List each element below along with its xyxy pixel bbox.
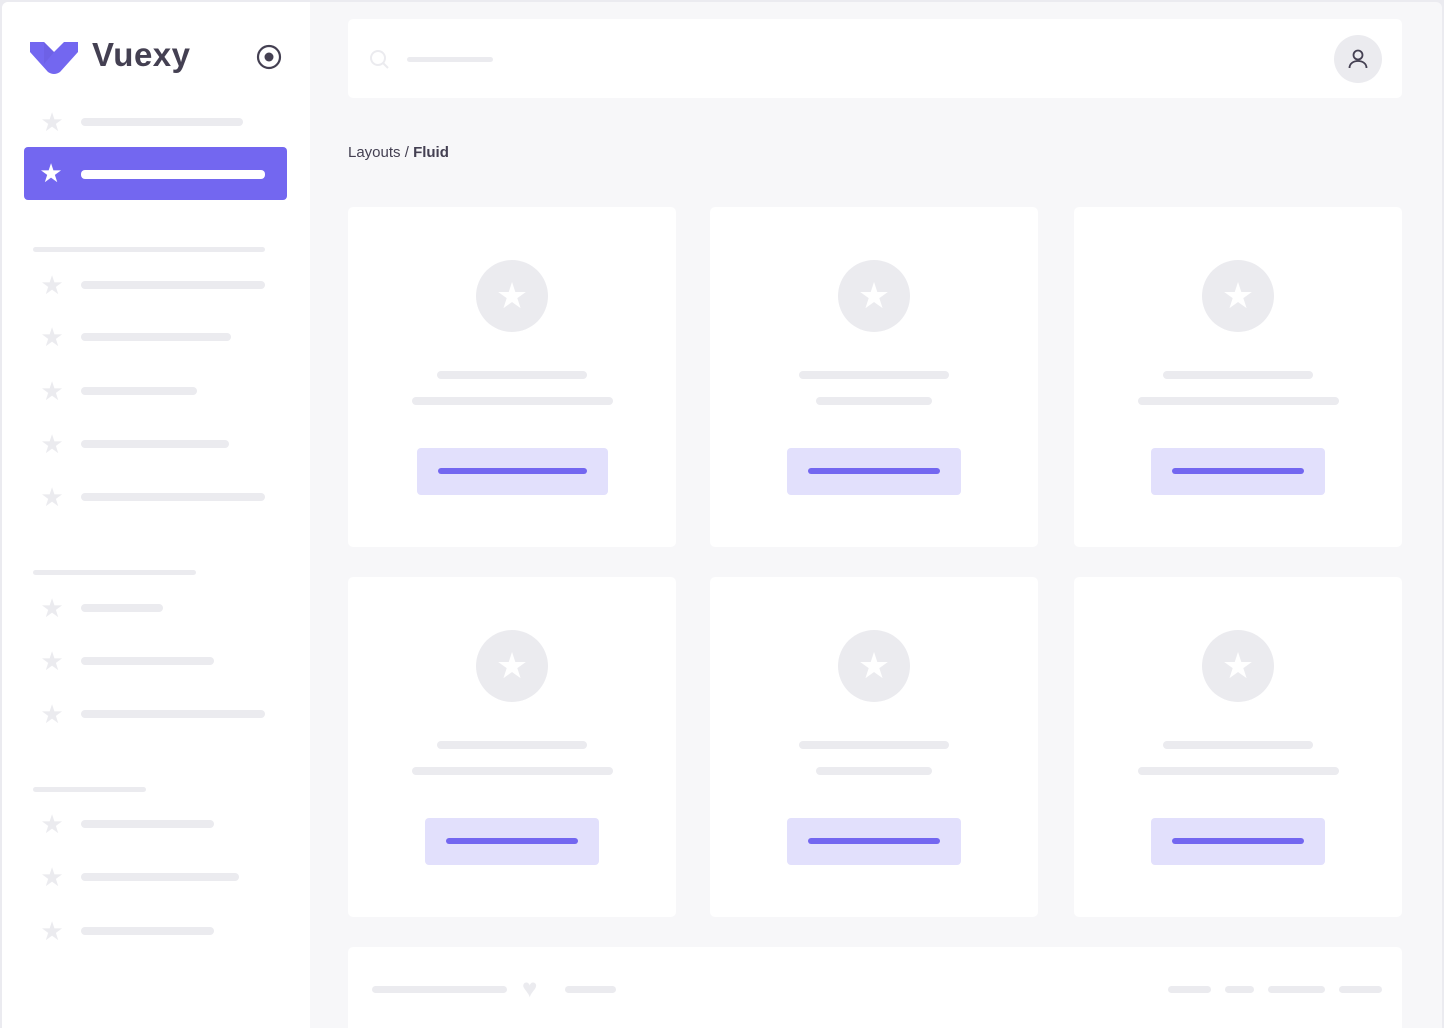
card-button[interactable] (1151, 448, 1325, 495)
star-icon: ★ (40, 699, 64, 729)
star-icon: ★ (40, 322, 64, 352)
star-icon: ★ (838, 260, 910, 332)
sidebar-item-label-placeholder (81, 281, 265, 289)
footer: ♥ (348, 947, 1402, 1028)
card-button-label-placeholder (808, 468, 940, 474)
star-icon: ★ (1202, 630, 1274, 702)
star-icon: ★ (476, 630, 548, 702)
breadcrumb-parent[interactable]: Layouts (348, 144, 401, 161)
star-icon: ★ (40, 646, 64, 676)
content-card: ★ (348, 207, 676, 547)
sidebar-item-label-placeholder (81, 493, 265, 501)
sidebar-item-label-placeholder (81, 387, 197, 395)
star-icon: ★ (40, 376, 64, 406)
content-card: ★ (1074, 207, 1402, 547)
sidebar-item-label-placeholder (81, 333, 231, 341)
card-button[interactable] (416, 448, 608, 495)
sidebar-item-label-placeholder (81, 118, 243, 126)
card-button-label-placeholder (808, 838, 940, 844)
vuexy-logo-icon (30, 42, 78, 74)
heart-icon: ♥ (522, 973, 538, 1003)
user-icon (1348, 49, 1368, 69)
star-icon: ★ (40, 916, 64, 946)
star-icon: ★ (40, 862, 64, 892)
star-icon: ★ (476, 260, 548, 332)
sidebar-item-label-placeholder (81, 873, 239, 881)
card-title-placeholder (437, 741, 587, 749)
content-card: ★ (710, 577, 1038, 917)
star-icon: ★ (40, 809, 64, 839)
card-text-placeholder (411, 767, 613, 775)
sidebar-item-active[interactable]: ★ (24, 147, 287, 200)
sidebar-section-header (33, 787, 146, 792)
card-text-placeholder (411, 397, 613, 405)
sidebar: Vuexy ★ ★ ★ ★ ★ ★ ★ ★ ★ ★ ★ ★ ★ (2, 2, 310, 1028)
user-avatar[interactable] (1334, 35, 1382, 83)
sidebar-section-header (33, 570, 196, 575)
card-button-label-placeholder (1172, 468, 1304, 474)
card-button-label-placeholder (446, 838, 578, 844)
star-icon: ★ (40, 107, 64, 137)
sidebar-item-label-placeholder (81, 657, 214, 665)
sidebar-item-label-placeholder (81, 820, 214, 828)
search-input-placeholder[interactable] (407, 57, 493, 62)
breadcrumb-separator: / (400, 144, 414, 161)
card-button[interactable] (1151, 818, 1325, 865)
brand-name: Vuexy (92, 36, 191, 73)
sidebar-item-label-placeholder (81, 604, 163, 612)
footer-link[interactable] (1339, 986, 1382, 993)
star-icon: ★ (40, 482, 64, 512)
star-icon: ★ (838, 630, 910, 702)
sidebar-item-label-placeholder (81, 927, 214, 935)
sidebar-item-label-placeholder (81, 710, 265, 718)
card-title-placeholder (799, 371, 949, 379)
card-text-placeholder (1137, 767, 1339, 775)
card-title-placeholder (1163, 741, 1313, 749)
footer-text-placeholder (565, 986, 616, 993)
sidebar-section-header (33, 247, 265, 252)
star-icon: ★ (40, 593, 64, 623)
card-title-placeholder (437, 371, 587, 379)
card-button-label-placeholder (1172, 838, 1304, 844)
card-button[interactable] (787, 448, 961, 495)
breadcrumb-current: Fluid (413, 144, 449, 161)
card-title-placeholder (799, 741, 949, 749)
card-title-placeholder (1163, 371, 1313, 379)
star-icon: ★ (39, 158, 63, 188)
card-text-placeholder (816, 767, 932, 775)
card-button[interactable] (425, 818, 599, 865)
footer-text-placeholder (372, 986, 507, 993)
star-icon: ★ (40, 429, 64, 459)
search-icon[interactable] (370, 50, 390, 70)
card-text-placeholder (816, 397, 932, 405)
top-navbar (348, 19, 1402, 98)
card-button[interactable] (787, 818, 961, 865)
star-icon: ★ (40, 270, 64, 300)
content-card: ★ (1074, 577, 1402, 917)
card-button-label-placeholder (437, 468, 587, 474)
radio-circle-icon[interactable] (256, 44, 282, 70)
footer-link[interactable] (1168, 986, 1211, 993)
sidebar-item-label-placeholder (81, 170, 265, 179)
footer-link[interactable] (1268, 986, 1325, 993)
content-card: ★ (348, 577, 676, 917)
content-card: ★ (710, 207, 1038, 547)
card-text-placeholder (1137, 397, 1339, 405)
sidebar-item-label-placeholder (81, 440, 229, 448)
breadcrumb: Layouts / Fluid (348, 144, 449, 161)
star-icon: ★ (1202, 260, 1274, 332)
footer-link[interactable] (1225, 986, 1254, 993)
